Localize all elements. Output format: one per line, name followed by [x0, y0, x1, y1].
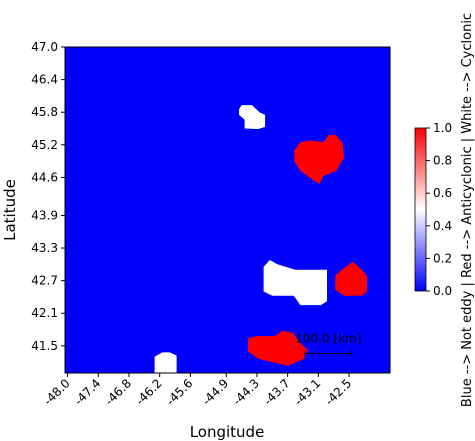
x-tick-label: -43.7	[261, 376, 293, 408]
colorbar-tick-label: 0.6	[433, 186, 452, 200]
x-tick-label: -47.4	[72, 376, 104, 408]
scale-bar-label: 100.0 [km]	[295, 331, 361, 345]
y-tick-label: 42.1	[31, 306, 58, 320]
anticyclonic-eddy-2	[294, 135, 344, 184]
y-tick-label: 47.0	[31, 40, 58, 54]
colorbar-label: Blue --> Not eddy | Red --> Anticyclonic…	[460, 13, 475, 407]
colorbar-tick-label: 0.0	[433, 284, 452, 298]
anticyclonic-eddy-6	[247, 330, 309, 366]
y-tick-label: 45.8	[31, 105, 58, 119]
x-axis-ticks: -48.0-47.4-46.8-46.2-45.6 -44.9-44.3-43.7…	[41, 373, 354, 408]
y-tick-label: 43.3	[31, 241, 58, 255]
x-tick-label: -46.2	[133, 376, 165, 408]
anticyclonic-eddy-4	[335, 261, 367, 296]
x-axis-label: Longitude	[190, 423, 265, 441]
colorbar-tick-label: 0.2	[433, 251, 452, 265]
cyclonic-eddy-1	[239, 105, 266, 129]
eddy-layer	[154, 105, 367, 373]
colorbar-ticks: 0.0 0.2 0.4 0.6 0.8 1.0	[426, 121, 452, 298]
scale-bar: 100.0 [km]	[295, 331, 361, 357]
x-tick-label: -43.1	[292, 376, 324, 408]
y-axis-ticks: 47.0 46.4 45.8 45.2 44.6 43.9 43.3 42.7 42.1 41.5	[31, 40, 65, 353]
x-tick-label: -42.5	[322, 376, 354, 408]
y-tick-label: 41.5	[31, 339, 58, 353]
y-tick-label: 43.9	[31, 208, 58, 222]
colorbar	[414, 127, 427, 292]
y-tick-label: 46.4	[31, 73, 58, 87]
colorbar-tick-label: 0.8	[433, 154, 452, 168]
y-axis-label: Latitude	[1, 179, 19, 241]
plot-background	[65, 47, 390, 373]
cyclonic-eddy-5	[154, 352, 177, 373]
x-tick-label: -45.6	[164, 376, 196, 408]
colorbar-tick-label: 0.4	[433, 219, 452, 233]
y-tick-label: 45.2	[31, 138, 58, 152]
plot-frame	[64, 46, 391, 374]
x-tick-label: -44.9	[199, 376, 231, 408]
x-tick-label: -46.8	[102, 376, 134, 408]
y-tick-label: 42.7	[31, 274, 58, 288]
colorbar-tick-label: 1.0	[433, 121, 452, 135]
cyclonic-eddy-3	[263, 260, 327, 306]
x-tick-label: -48.0	[41, 376, 73, 408]
x-tick-label: -44.3	[230, 376, 262, 408]
y-tick-label: 44.6	[31, 170, 58, 184]
